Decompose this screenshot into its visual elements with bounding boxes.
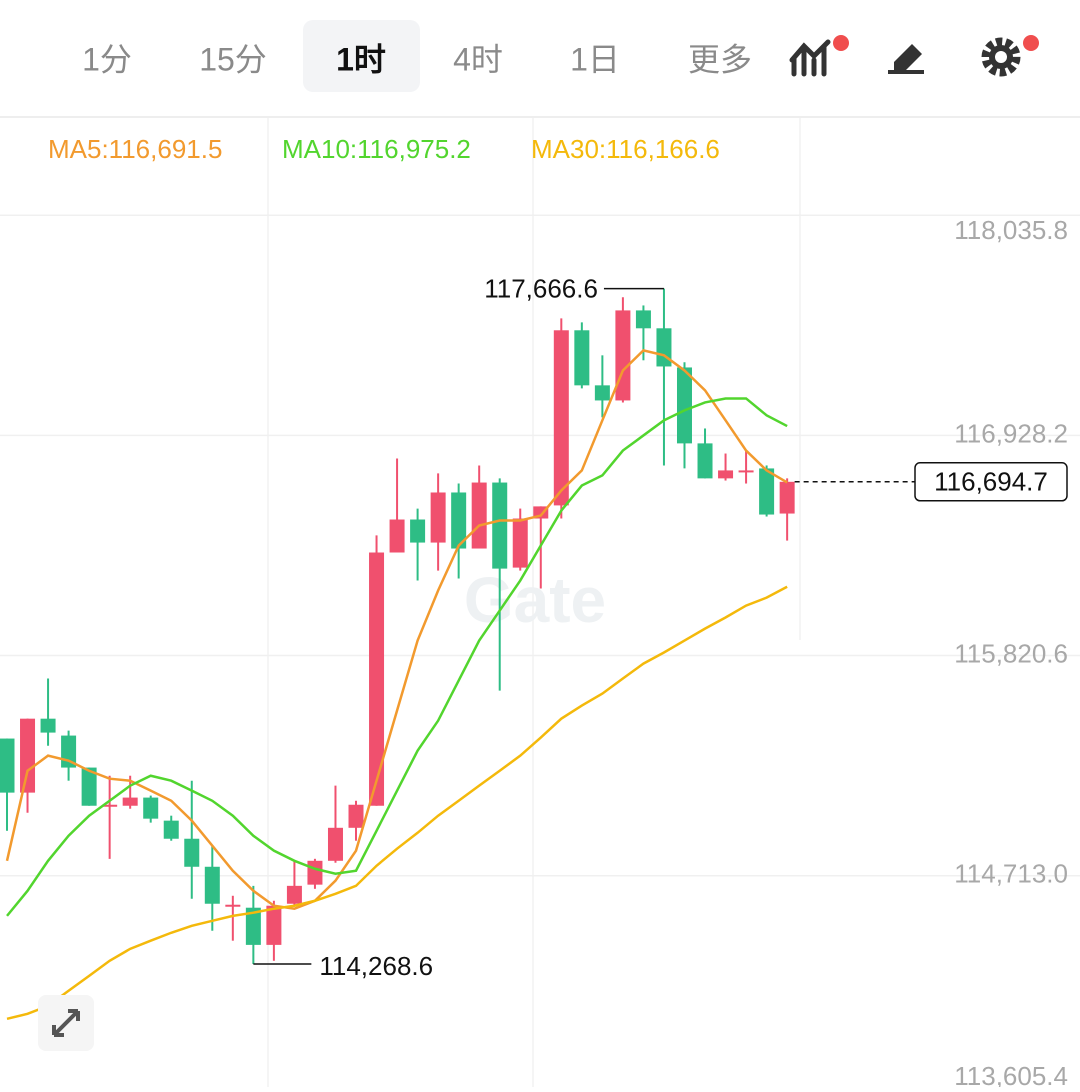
candle-body [594, 385, 610, 401]
y-tick-label: 118,035.8 [954, 215, 1068, 245]
candle-body [102, 804, 118, 807]
candle-body [471, 482, 487, 549]
candle-body [410, 519, 426, 543]
y-tick-label: 114,713.0 [954, 859, 1068, 889]
active-tab-bg [303, 20, 420, 92]
watermark: Gate [464, 564, 606, 636]
draw-icon[interactable] [888, 44, 924, 74]
ma-line [5, 348, 788, 910]
tab[interactable]: 4时 [453, 41, 503, 77]
settings-icon[interactable] [981, 35, 1039, 77]
candle-body [574, 330, 590, 386]
candle-body [718, 470, 734, 479]
legend-entry: MA10:116,975.2 [282, 134, 471, 164]
candle-body [204, 866, 220, 904]
candle-body [348, 804, 364, 828]
legend-entry: MA30:116,166.6 [531, 134, 720, 164]
tab[interactable]: 1分 [82, 41, 132, 77]
candle-body [266, 905, 282, 945]
candle-body [738, 470, 754, 473]
low-label: 114,268.6 [319, 951, 433, 981]
candle-body [0, 738, 15, 793]
candle-body [40, 718, 56, 733]
candle-body [615, 310, 631, 401]
candle-body [779, 481, 795, 514]
candle-body [676, 367, 692, 444]
candle-body [369, 552, 385, 806]
candle-body [122, 797, 138, 806]
candle-body [81, 767, 97, 806]
candle-body [143, 797, 159, 819]
candle-body [20, 718, 36, 793]
candle-body [553, 330, 569, 506]
candle-body [759, 468, 775, 515]
last-price-label: 116,694.7 [934, 467, 1048, 497]
y-tick-label: 113,605.4 [954, 1061, 1068, 1087]
candle-body [245, 907, 261, 945]
tab[interactable]: 更多 [688, 41, 752, 77]
candle-body [635, 310, 651, 329]
tab[interactable]: 1时 [336, 41, 386, 77]
candle-body [184, 838, 200, 867]
candle-body [389, 519, 405, 553]
candle-body [430, 492, 446, 543]
candle-body [492, 482, 508, 569]
candle-body [163, 820, 179, 839]
candle-body [327, 827, 343, 861]
indicator-icon[interactable] [789, 35, 849, 77]
candle-body [307, 860, 323, 885]
y-tick-label: 115,820.6 [954, 638, 1068, 668]
candle-body [697, 443, 713, 479]
high-label: 117,666.6 [484, 273, 598, 303]
ma-line [6, 397, 788, 917]
ma-line [6, 585, 788, 1021]
candle-body [512, 518, 528, 568]
candle-body [225, 904, 241, 907]
tab[interactable]: 1日 [570, 41, 620, 77]
last-price-box [914, 462, 1068, 502]
candle-body [451, 492, 467, 549]
legend-entry: MA5:116,691.5 [48, 134, 222, 164]
tab[interactable]: 15分 [199, 41, 267, 77]
candle-body [286, 885, 302, 904]
y-tick-label: 116,928.2 [954, 418, 1068, 448]
expand-button[interactable] [38, 995, 94, 1051]
